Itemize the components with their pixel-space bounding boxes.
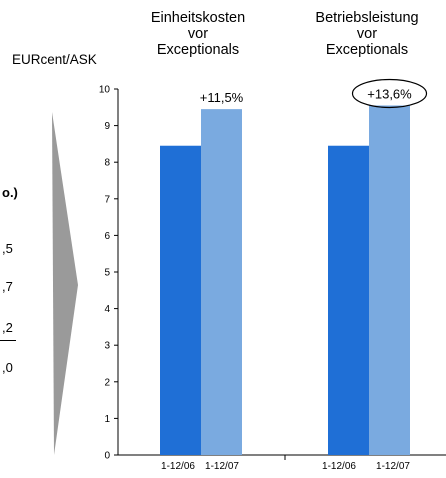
chart1-title-line1: Einheitskosten (150, 10, 246, 26)
sum-line (0, 340, 16, 341)
y-unit-label: EURcent/ASK (12, 52, 97, 67)
category-label: 1-12/07 (205, 461, 239, 472)
bar-2-1-12/06 (328, 145, 369, 456)
bars (160, 105, 410, 456)
y-tick-label: 10 (99, 85, 111, 96)
left-value-2: ,7 (2, 279, 13, 294)
category-label: 1-12/06 (322, 461, 356, 472)
labels: 1-12/06 1-12/07 +11,5% 1-12/06 1-12/07 +13,6% (161, 78, 428, 472)
growth-annotation: +11,5% (200, 90, 244, 105)
y-tick-label: 4 (104, 304, 110, 315)
growth-annotation: +13,6% (367, 86, 412, 101)
bar-1-1-12/07 (201, 109, 242, 455)
left-panel-heading: o.) (2, 185, 18, 200)
chart2-title-line2: vor (356, 26, 378, 42)
y-tick-label: 5 (104, 268, 110, 279)
y-tick-label: 9 (104, 121, 110, 132)
left-value-4: ,0 (2, 360, 13, 375)
y-tick-label: 8 (104, 158, 110, 169)
y-tick-label: 7 (104, 194, 110, 205)
y-tick-label: 0 (104, 451, 110, 462)
y-tick-label: 6 (104, 231, 110, 242)
left-value-3: ,2 (2, 320, 13, 335)
bar-2-1-12/07 (369, 105, 410, 455)
bar-1-1-12/06 (160, 145, 201, 456)
chart2-title-line3: Exceptionals (325, 42, 409, 58)
arrow-shape (52, 112, 78, 455)
chart1-title-line2: vor (187, 26, 209, 42)
chart2-title: Betriebsleistung vor Exceptionals (292, 10, 442, 58)
y-tick-label: 3 (104, 341, 110, 352)
chart2-title-line1: Betriebsleistung (315, 10, 419, 26)
y-tick-label: 2 (104, 377, 110, 388)
left-value-1: ,5 (2, 241, 13, 256)
chart1-title-line3: Exceptionals (156, 42, 240, 58)
category-label: 1-12/07 (376, 461, 410, 472)
annotation-circle (351, 78, 428, 109)
category-label: 1-12/06 (161, 461, 195, 472)
y-tick-label: 1 (104, 414, 110, 425)
chart1-title: Einheitskosten vor Exceptionals (118, 10, 278, 58)
